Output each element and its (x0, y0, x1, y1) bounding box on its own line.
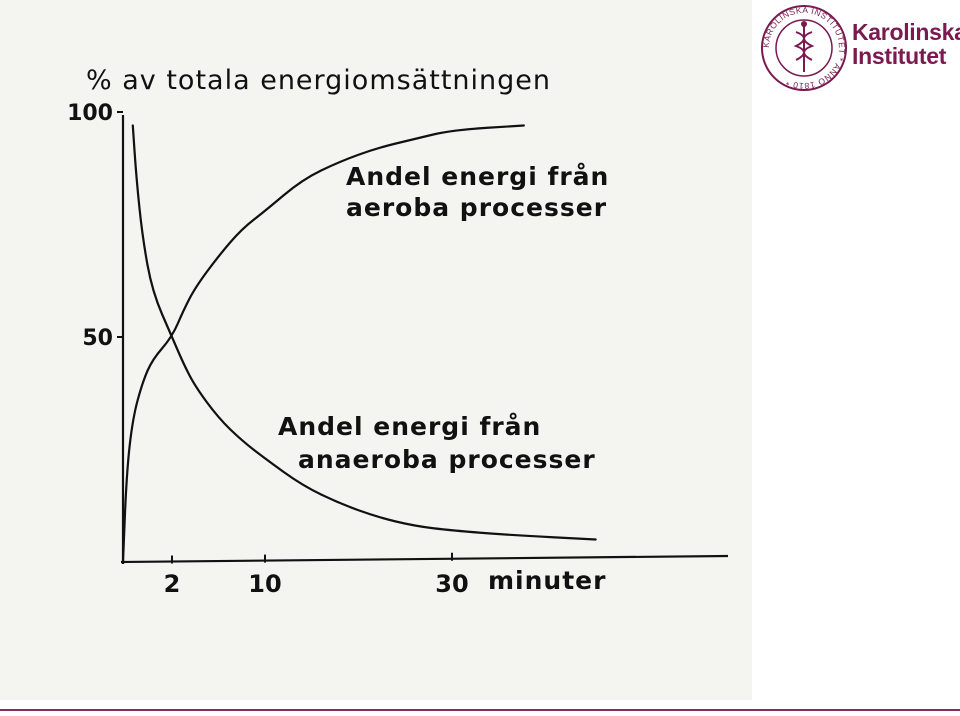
x-axis-label: minuter (488, 566, 606, 595)
anaerobic-label-line2: anaeroba processer (298, 445, 596, 474)
chart-paper: % av totala energiomsättningen 50 100 2 10 3… (0, 0, 752, 700)
chart-title: % av totala energiomsättningen (86, 65, 551, 96)
footer-divider (0, 709, 960, 711)
aerobic-label-line2: aeroba processer (346, 193, 607, 222)
y-tick-label: 100 (67, 101, 113, 126)
x-tick-label: 30 (435, 570, 468, 598)
x-tick-label: 2 (164, 570, 181, 598)
anaerobic-label-line1: Andel energi från (278, 412, 541, 441)
y-tick-label: 50 (82, 326, 113, 351)
karolinska-seal-icon: KAROLINSKA INSTITUTET * ANNO 1810 * (761, 5, 847, 91)
brand-line-1: Karolinska (852, 19, 960, 45)
karolinska-logo: KAROLINSKA INSTITUTET * ANNO 1810 * Karo… (756, 2, 960, 94)
karolinska-wordmark: Karolinska Institutet (852, 20, 960, 68)
x-axis-line (120, 554, 729, 564)
x-tick-label: 10 (248, 570, 281, 598)
anaerobic-series-line (131, 124, 597, 541)
energy-chart: % av totala energiomsättningen 50 100 2 10 3… (67, 65, 729, 598)
brand-line-2: Institutet (852, 43, 947, 69)
aerobic-series-line (121, 124, 525, 564)
aerobic-label-line1: Andel energi från (346, 162, 609, 191)
